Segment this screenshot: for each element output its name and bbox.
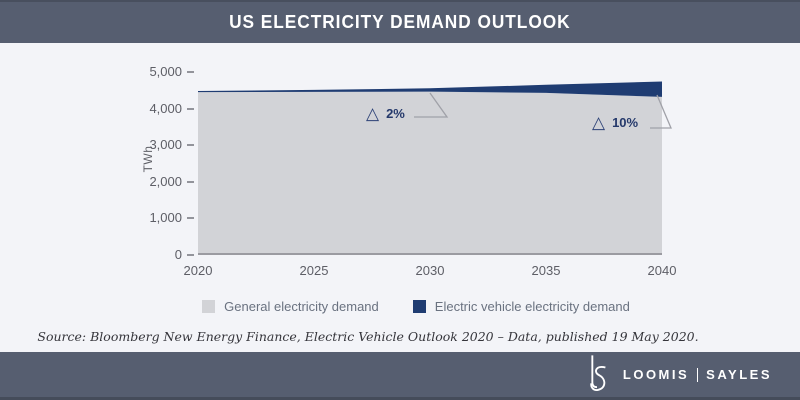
y-tick-label: 4,000 — [149, 100, 182, 116]
x-tick-label: 2040 — [647, 263, 677, 278]
brand-word-loomis: LOOMIS — [622, 367, 690, 382]
y-tick-mark — [187, 180, 194, 183]
x-tick-label: 2035 — [531, 263, 561, 278]
y-tick-mark — [187, 107, 194, 110]
legend-swatch-ev — [412, 300, 426, 313]
y-tick-label: 0 — [174, 247, 182, 262]
legend-item-general: General electricity demand — [202, 299, 379, 314]
legend-label: Electric vehicle electricity demand — [434, 299, 630, 314]
delta-triangle-icon: △ — [592, 113, 606, 132]
annotation-ev-share-10pct: △ 10% — [592, 114, 638, 131]
header-bar: US ELECTRICITY DEMAND OUTLOOK — [0, 0, 800, 43]
area-general — [198, 91, 662, 255]
page-title: US ELECTRICITY DEMAND OUTLOOK — [229, 12, 571, 32]
y-tick-label: 3,000 — [149, 137, 182, 153]
x-tick-label: 2025 — [299, 263, 329, 278]
brand-word-sayles: SAYLES — [706, 367, 772, 382]
y-tick-label: 2,000 — [149, 173, 182, 189]
legend-swatch-general — [202, 300, 216, 313]
legend-label: General electricity demand — [224, 299, 379, 314]
delta-triangle-icon: △ — [366, 104, 380, 123]
source-citation: Source: Bloomberg New Energy Finance, El… — [37, 329, 699, 344]
footer-bar: LOOMIS SAYLES — [0, 352, 800, 400]
annotation-label: 10% — [612, 115, 639, 130]
brand-wordmark: LOOMIS SAYLES — [623, 367, 772, 382]
area-ev — [198, 81, 662, 97]
ls-monogram-icon — [590, 354, 606, 391]
x-tick-label: 2030 — [415, 263, 445, 278]
stacked-area-chart — [198, 81, 662, 255]
y-tick-label: 1,000 — [149, 210, 182, 226]
y-tick-mark — [187, 217, 194, 220]
chart-legend: General electricity demand Electric vehi… — [16, 299, 800, 314]
y-tick-mark — [187, 71, 194, 73]
x-tick-label: 2020 — [183, 263, 213, 278]
legend-item-ev: Electric vehicle electricity demand — [412, 299, 630, 314]
y-tick-label: 5,000 — [149, 64, 182, 79]
annotation-ev-share-2pct: △ 2% — [366, 105, 405, 122]
chart-plot-area — [198, 72, 662, 255]
annotation-label: 2% — [386, 106, 405, 121]
y-tick-mark — [187, 254, 194, 256]
loomis-sayles-logo: LOOMIS SAYLES — [583, 354, 772, 396]
brand-separator — [697, 367, 699, 382]
y-tick-mark — [187, 144, 194, 147]
